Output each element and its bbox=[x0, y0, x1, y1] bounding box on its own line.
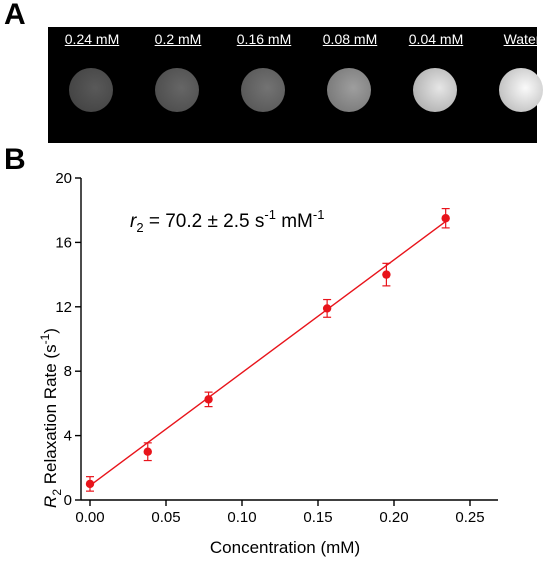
mri-sample: 0.04 mM bbox=[396, 27, 476, 143]
panel-label-a: A bbox=[4, 0, 26, 31]
chart-axes: 0 4 8 12 16 20 0.00 0.05 0.10 0.15 0.20 0.25 bbox=[55, 170, 498, 526]
data-points-layer bbox=[85, 207, 450, 492]
mri-sample-disk bbox=[327, 68, 371, 112]
x-tick-label: 0.20 bbox=[379, 509, 408, 526]
mri-sample-disk bbox=[69, 68, 113, 112]
mri-sample: 0.2 mM bbox=[138, 27, 218, 143]
fit-line bbox=[89, 220, 447, 487]
mri-sample-label: Water bbox=[503, 31, 541, 47]
mri-sample-label: 0.04 mM bbox=[408, 31, 464, 47]
data-point bbox=[441, 214, 450, 223]
mri-sample: 0.24 mM bbox=[52, 27, 132, 143]
x-tick-label: 0.10 bbox=[227, 509, 256, 526]
data-point bbox=[322, 304, 332, 313]
mri-sample-disk bbox=[155, 68, 199, 112]
data-point bbox=[382, 270, 391, 279]
y-tick-label: 0 bbox=[64, 492, 72, 509]
mri-sample-label: 0.2 mM bbox=[154, 31, 202, 47]
mri-sample-label: 0.08 mM bbox=[322, 31, 378, 47]
mri-sample: 0.08 mM bbox=[310, 27, 390, 143]
data-point bbox=[85, 479, 95, 489]
relaxation-chart: 0 4 8 12 16 20 0.00 0.05 0.10 0.15 0.20 0.25 r2 = 7… bbox=[38, 170, 498, 557]
x-tick-label: 0.25 bbox=[455, 509, 484, 526]
x-axis-label: Concentration (mM) bbox=[210, 538, 360, 557]
y-tick-label: 8 bbox=[64, 363, 72, 380]
x-tick-label: 0.05 bbox=[151, 509, 180, 526]
mri-sample: Water bbox=[482, 27, 550, 143]
mri-phantom-image: 0.24 mM 0.2 mM 0.16 mM 0.08 mM 0.04 mM Water bbox=[48, 27, 543, 143]
y-tick-label: 16 bbox=[55, 234, 72, 251]
panel-label-b: B bbox=[4, 143, 26, 176]
x-tick-label: 0.15 bbox=[303, 509, 332, 526]
mri-sample-disk bbox=[413, 68, 457, 112]
y-tick-label: 12 bbox=[55, 299, 72, 316]
mri-sample-disk bbox=[241, 68, 285, 112]
mri-sample: 0.16 mM bbox=[224, 27, 304, 143]
y-tick-label: 4 bbox=[64, 428, 72, 445]
data-point bbox=[204, 395, 213, 404]
fit-line-layer bbox=[89, 220, 447, 487]
y-axis-label: R2 Relaxation Rate (s-1) bbox=[38, 328, 64, 508]
data-point bbox=[143, 447, 152, 456]
y-tick-label: 20 bbox=[55, 170, 72, 187]
mri-sample-label: 0.16 mM bbox=[236, 31, 292, 47]
x-tick-label: 0.00 bbox=[75, 509, 104, 526]
r2-annotation: r2 = 70.2 ± 2.5 s-1 mM-1 bbox=[130, 207, 324, 235]
mri-sample-disk bbox=[499, 68, 543, 112]
mri-sample-label: 0.24 mM bbox=[64, 31, 120, 47]
